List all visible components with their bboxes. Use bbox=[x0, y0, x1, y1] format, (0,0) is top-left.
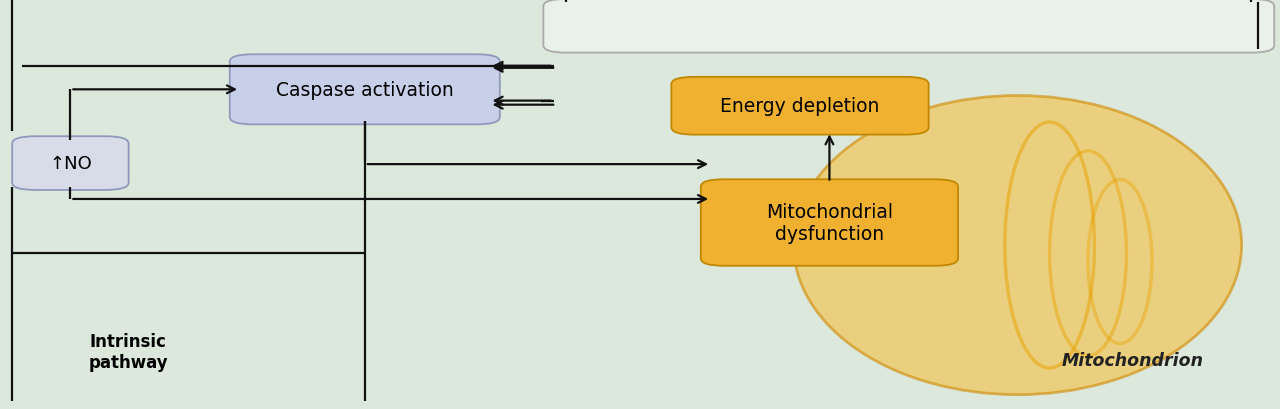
Text: Energy depletion: Energy depletion bbox=[721, 97, 879, 116]
Ellipse shape bbox=[794, 96, 1242, 395]
Text: Intrinsic
pathway: Intrinsic pathway bbox=[88, 333, 168, 371]
Text: ↑NO: ↑NO bbox=[49, 155, 92, 173]
FancyBboxPatch shape bbox=[671, 78, 929, 135]
FancyBboxPatch shape bbox=[230, 55, 499, 125]
Text: Mitochondrion: Mitochondrion bbox=[1062, 351, 1203, 369]
FancyBboxPatch shape bbox=[543, 0, 1275, 54]
Text: Mitochondrial
dysfunction: Mitochondrial dysfunction bbox=[765, 202, 893, 243]
FancyBboxPatch shape bbox=[13, 137, 129, 191]
FancyBboxPatch shape bbox=[701, 180, 957, 266]
Text: Caspase activation: Caspase activation bbox=[276, 81, 453, 99]
